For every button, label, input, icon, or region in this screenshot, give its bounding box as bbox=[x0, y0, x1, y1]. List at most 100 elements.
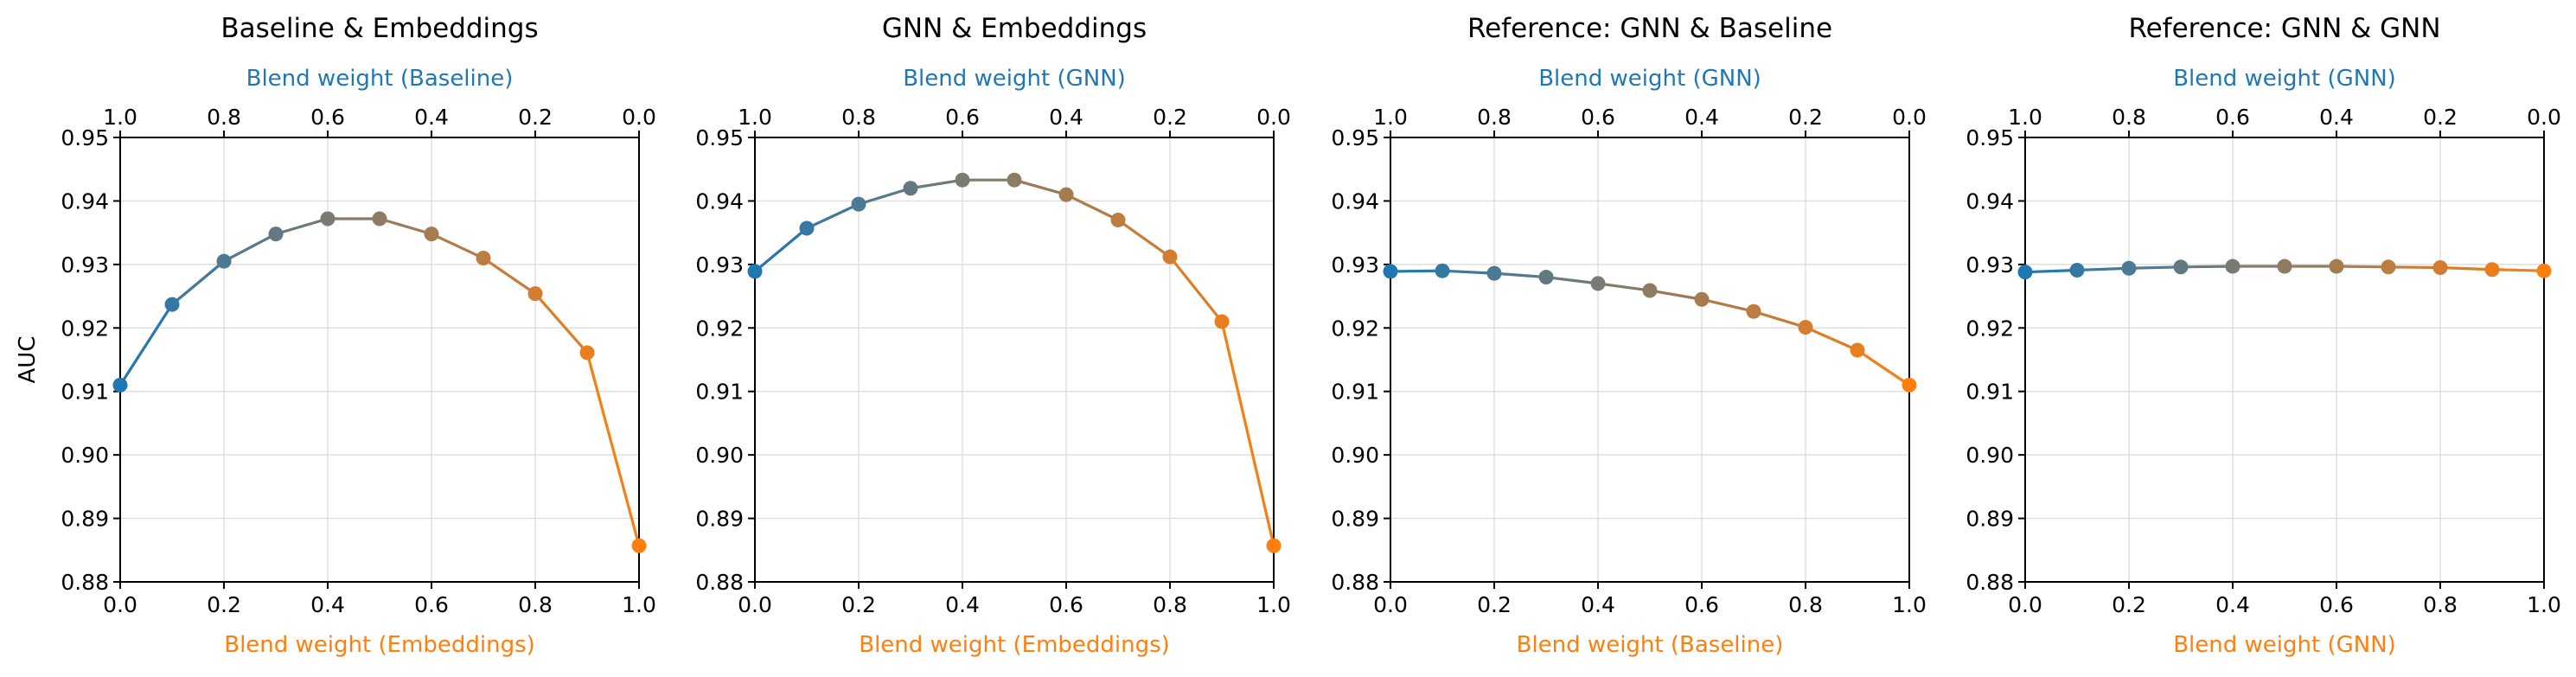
y-tick-label: 0.93 bbox=[1966, 252, 2014, 278]
data-point bbox=[2277, 259, 2292, 274]
series-line-segment bbox=[2023, 268, 2079, 274]
x-tick-label: 0.6 bbox=[414, 592, 449, 617]
y-tick-label: 0.94 bbox=[61, 188, 109, 214]
x-tick-label: 0.2 bbox=[841, 592, 876, 617]
y-tick-label: 0.95 bbox=[61, 125, 109, 150]
chart-title: Reference: GNN & GNN bbox=[2128, 13, 2440, 44]
data-point bbox=[164, 297, 180, 312]
y-axis-label: AUC bbox=[15, 336, 41, 384]
series-line-segment bbox=[2127, 265, 2183, 270]
series-line-segment bbox=[274, 217, 329, 236]
y-tick-label: 0.91 bbox=[1966, 380, 2014, 405]
y-tick-label: 0.89 bbox=[1331, 507, 1379, 532]
data-point bbox=[1435, 263, 1450, 278]
plot-frame bbox=[119, 137, 640, 583]
top-x-tick-label: 0.0 bbox=[2527, 105, 2561, 130]
data-point bbox=[1007, 172, 1022, 188]
data-point bbox=[320, 211, 336, 227]
x-tick-label: 0.4 bbox=[310, 592, 345, 617]
data-point bbox=[851, 196, 866, 212]
y-tick-label: 0.95 bbox=[1966, 125, 2014, 150]
data-point bbox=[2484, 262, 2500, 278]
top-x-tick-label: 0.0 bbox=[622, 105, 656, 130]
y-tick-label: 0.94 bbox=[695, 188, 744, 214]
y-tick-label: 0.92 bbox=[1331, 316, 1379, 341]
x-tick-label: 1.0 bbox=[1892, 592, 1927, 617]
x-tick-label: 0.8 bbox=[1788, 592, 1823, 617]
x-tick-label: 0.0 bbox=[2008, 592, 2042, 617]
series-line-segment bbox=[909, 178, 964, 190]
series-line-segment bbox=[534, 292, 589, 354]
y-tick-label: 0.88 bbox=[1331, 570, 1379, 595]
y-tick-label: 0.95 bbox=[1331, 125, 1379, 150]
top-x-tick-label: 0.6 bbox=[2215, 105, 2250, 130]
series-line-segment bbox=[857, 187, 912, 206]
series-line-segment bbox=[2439, 265, 2494, 271]
data-point bbox=[955, 172, 970, 188]
y-tick-label: 0.88 bbox=[61, 570, 109, 595]
data-point bbox=[1798, 320, 1813, 335]
top-x-tick-label: 0.6 bbox=[1581, 105, 1615, 130]
series-line-segment bbox=[1064, 193, 1120, 222]
x-axis-label: Blend weight (Baseline) bbox=[1517, 632, 1784, 658]
chart-title: Baseline & Embeddings bbox=[221, 13, 538, 44]
y-tick-label: 0.88 bbox=[1966, 570, 2014, 595]
y-tick-label: 0.88 bbox=[695, 570, 744, 595]
x-tick-label: 0.8 bbox=[1153, 592, 1187, 617]
chart-title: GNN & Embeddings bbox=[882, 13, 1147, 44]
top-x-tick-label: 0.8 bbox=[841, 105, 876, 130]
y-tick-label: 0.94 bbox=[1331, 188, 1379, 214]
x-tick-label: 0.6 bbox=[1049, 592, 1083, 617]
top-x-tick-label: 0.2 bbox=[1788, 105, 1823, 130]
series-line-segment bbox=[222, 233, 278, 263]
x-tick-label: 0.6 bbox=[1684, 592, 1719, 617]
series-line-segment bbox=[1013, 178, 1068, 196]
x-tick-label: 0.8 bbox=[518, 592, 553, 617]
series-line-segment bbox=[1441, 269, 1496, 275]
series-line-segment bbox=[1700, 297, 1755, 313]
x-tick-label: 0.4 bbox=[1581, 592, 1615, 617]
series-line-segment bbox=[1596, 282, 1652, 292]
series-line-segment bbox=[753, 227, 809, 273]
data-point bbox=[2121, 260, 2137, 276]
data-point bbox=[1590, 276, 1606, 291]
data-point bbox=[424, 227, 439, 242]
top-x-tick-label: 0.6 bbox=[310, 105, 345, 130]
x-tick-label: 0.2 bbox=[2112, 592, 2146, 617]
series-line-segment bbox=[1544, 275, 1600, 285]
data-point bbox=[1266, 538, 1282, 553]
top-x-tick-label: 0.2 bbox=[518, 105, 553, 130]
plot-frame bbox=[2024, 137, 2545, 583]
series-line-segment bbox=[1804, 325, 1859, 352]
top-x-tick-label: 0.4 bbox=[1049, 105, 1083, 130]
x-tick-label: 0.2 bbox=[207, 592, 241, 617]
series-line-segment bbox=[1648, 289, 1703, 301]
data-point bbox=[1538, 270, 1554, 285]
top-x-tick-label: 0.4 bbox=[1684, 105, 1719, 130]
series-line-segment bbox=[2179, 265, 2234, 269]
y-tick-label: 0.93 bbox=[61, 252, 109, 278]
x-tick-label: 0.8 bbox=[2423, 592, 2458, 617]
top-x-tick-label: 0.6 bbox=[945, 105, 980, 130]
x-tick-label: 0.0 bbox=[738, 592, 772, 617]
top-x-tick-label: 0.0 bbox=[1256, 105, 1291, 130]
top-x-tick-label: 1.0 bbox=[2008, 105, 2042, 130]
y-tick-label: 0.91 bbox=[695, 380, 744, 405]
x-tick-label: 0.0 bbox=[1373, 592, 1408, 617]
chart-title: Reference: GNN & Baseline bbox=[1467, 13, 1832, 44]
series-line-segment bbox=[1116, 218, 1172, 259]
data-point bbox=[1746, 303, 1761, 319]
series-line-segment bbox=[118, 303, 174, 386]
x-axis-label: Blend weight (Embeddings) bbox=[224, 632, 535, 658]
y-tick-label: 0.91 bbox=[1331, 380, 1379, 405]
y-tick-label: 0.89 bbox=[695, 507, 744, 532]
y-tick-label: 0.92 bbox=[61, 316, 109, 341]
top-x-tick-label: 0.0 bbox=[1892, 105, 1927, 130]
data-point bbox=[1162, 249, 1178, 265]
y-tick-label: 0.90 bbox=[1331, 443, 1379, 468]
top-x-tick-label: 1.0 bbox=[1373, 105, 1408, 130]
y-tick-label: 0.92 bbox=[695, 316, 744, 341]
top-axis-label: Blend weight (GNN) bbox=[2173, 66, 2396, 92]
